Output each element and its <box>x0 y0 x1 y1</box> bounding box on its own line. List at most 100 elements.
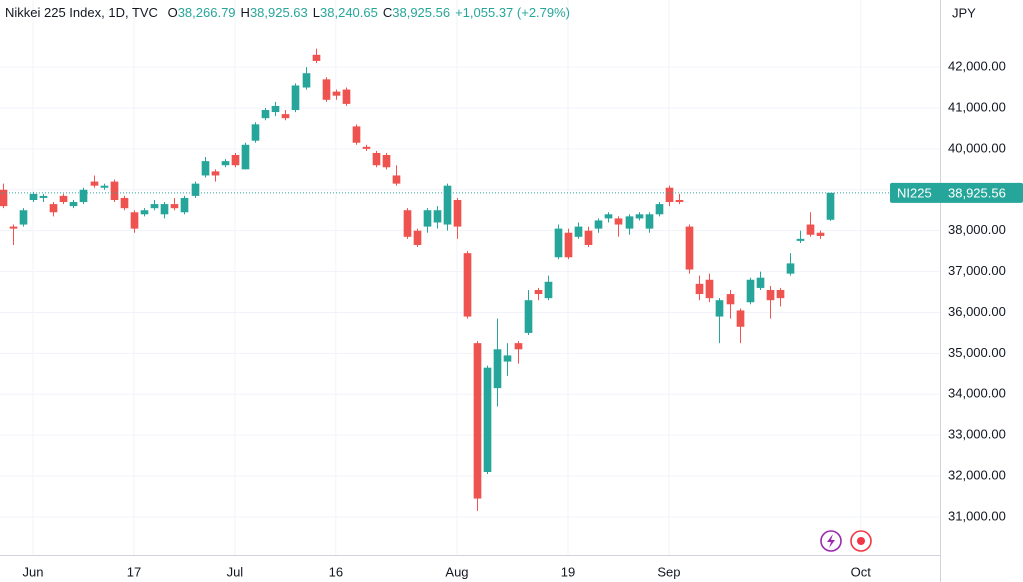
candle-body <box>291 85 300 111</box>
candle-body <box>463 253 472 317</box>
candle-body <box>423 210 432 227</box>
y-tick-label: 31,000.00 <box>948 508 1006 523</box>
candle-body <box>352 126 361 143</box>
candle-body <box>271 105 280 113</box>
x-tick-label: Oct <box>851 564 872 579</box>
y-tick-label: 37,000.00 <box>948 263 1006 278</box>
candle-body <box>786 263 795 274</box>
y-tick-label: 40,000.00 <box>948 140 1006 155</box>
legend-value: 38,925.63 <box>250 5 308 20</box>
y-tick-label: 41,000.00 <box>948 99 1006 114</box>
candle-body <box>281 114 290 119</box>
legend-header: Nikkei 225 Index, 1D, TVC O38,266.79 H38,… <box>5 5 570 20</box>
candle-body <box>221 161 230 166</box>
legend-value: 38,925.56 <box>392 5 450 20</box>
candle-body <box>211 171 220 176</box>
candle-body <box>49 204 58 213</box>
y-tick-label: 35,000.00 <box>948 345 1006 360</box>
x-tick-label: 16 <box>329 564 343 579</box>
candle-body <box>483 367 492 472</box>
candle-body <box>766 289 775 301</box>
candle-body <box>100 185 109 188</box>
candle-body <box>120 197 129 209</box>
candle-body <box>433 210 442 223</box>
candle-body <box>806 224 815 235</box>
candle-body <box>564 232 573 258</box>
candle-body <box>625 216 634 229</box>
candle-body <box>403 210 412 237</box>
candle-body <box>524 300 533 333</box>
candle-body <box>312 54 321 61</box>
candle-body <box>675 199 684 203</box>
y-tick-label: 33,000.00 <box>948 427 1006 442</box>
candle-body <box>372 152 381 166</box>
candle-body <box>584 230 593 245</box>
record-icon <box>857 537 865 545</box>
y-tick-label: 42,000.00 <box>948 59 1006 74</box>
symbol-title: Nikkei 225 Index, 1D, TVC <box>5 5 158 20</box>
x-tick-label: Aug <box>445 564 468 579</box>
candle-body <box>160 204 169 215</box>
candle-body <box>231 155 240 166</box>
price-tag-value: 38,925.56 <box>948 185 1006 200</box>
candle-body <box>251 124 260 141</box>
candle-body <box>604 214 613 219</box>
candle-body <box>695 283 704 295</box>
candle-body <box>261 110 270 119</box>
candle-body <box>685 226 694 270</box>
candle-body <box>655 204 664 215</box>
candle-body <box>241 144 250 170</box>
x-tick-label: Sep <box>657 564 680 579</box>
candle-body <box>614 218 623 225</box>
candle-body <box>170 204 179 209</box>
legend-key: L <box>313 5 320 20</box>
candle-body <box>796 238 805 241</box>
candle-body <box>39 195 48 198</box>
candle-body <box>726 294 735 305</box>
y-tick-label: 36,000.00 <box>948 304 1006 319</box>
candle-body <box>554 228 563 258</box>
legend-change: +1,055.37 (+2.79%) <box>455 5 570 20</box>
currency-label: JPY <box>952 5 976 20</box>
legend-value: 38,266.79 <box>178 5 236 20</box>
candle-body <box>594 220 603 229</box>
candle-body <box>19 210 28 225</box>
x-tick-label: 17 <box>127 564 141 579</box>
y-tick-label: 38,000.00 <box>948 222 1006 237</box>
legend-value: 38,240.65 <box>320 5 378 20</box>
candle-body <box>826 192 835 220</box>
price-tag <box>890 182 1023 203</box>
price-tag-symbol: NI225 <box>897 185 932 200</box>
candle-body <box>0 189 8 207</box>
toolbar-icons <box>820 530 872 552</box>
candle-body <box>705 279 714 299</box>
candle-body <box>69 202 78 207</box>
legend-key: C <box>383 5 392 20</box>
candle-body <box>574 226 583 237</box>
candle-body <box>776 289 785 299</box>
candle-body <box>90 181 99 186</box>
candle-body <box>150 204 159 209</box>
candle-body <box>736 310 745 327</box>
candle-body <box>645 214 654 229</box>
lightning-icon <box>827 534 835 548</box>
candle-body <box>322 79 331 100</box>
candle-body <box>514 343 523 350</box>
candle-body <box>342 89 351 104</box>
candle-body <box>392 175 401 184</box>
legend-key: H <box>241 5 250 20</box>
candle-body <box>191 183 200 196</box>
candle-body <box>201 161 210 176</box>
candle-body <box>453 199 462 227</box>
candle-body <box>493 349 502 389</box>
candle-body <box>362 146 371 149</box>
candle-body <box>413 230 422 245</box>
candle-body <box>332 91 341 96</box>
candle-body <box>756 277 765 288</box>
candle-body <box>9 226 18 229</box>
candle-body <box>130 212 139 229</box>
candle-body <box>29 193 38 200</box>
candle-body <box>382 155 391 168</box>
